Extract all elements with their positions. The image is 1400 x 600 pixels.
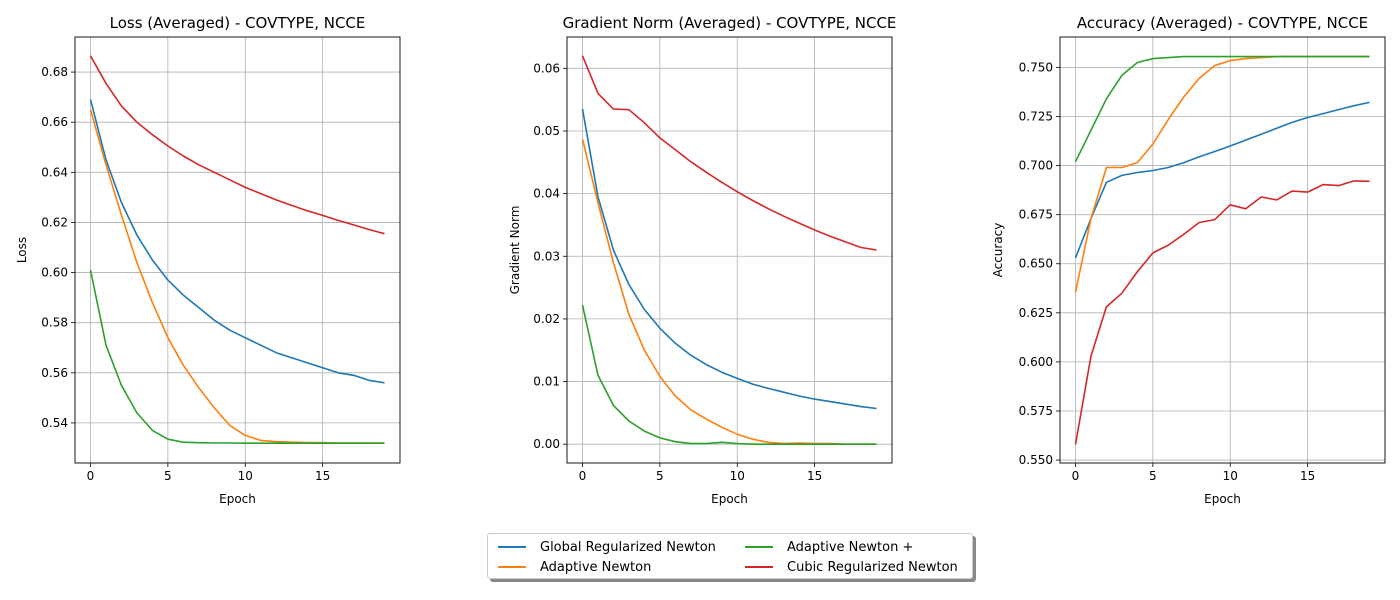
- y-tick-label: 0.64: [41, 165, 68, 179]
- y-axis-label: Gradient Norm: [508, 206, 522, 295]
- y-tick-label: 0.54: [41, 416, 68, 430]
- series-line-cubic-regularized-newton: [1074, 180, 1370, 445]
- x-tick-label: 5: [1149, 469, 1157, 483]
- y-tick-label: 0.600: [1019, 355, 1053, 369]
- legend-label: Adaptive Newton: [540, 559, 652, 575]
- x-tick-label: 15: [807, 469, 822, 483]
- x-tick-label: 5: [656, 469, 664, 483]
- y-tick-label: 0.05: [533, 124, 560, 138]
- x-tick-label: 15: [1300, 469, 1315, 483]
- series-line-cubic-regularized-newton: [89, 55, 385, 235]
- y-tick-label: 0.56: [41, 366, 68, 380]
- y-tick-label: 0.58: [41, 316, 68, 330]
- legend-entry-adaptive-newton: Adaptive Newton: [498, 557, 651, 577]
- y-tick-label: 0.60: [41, 266, 68, 280]
- x-tick-label: 0: [579, 469, 587, 483]
- legend-swatch-global-regularized-newton: [498, 546, 526, 548]
- legend-entry-global-regularized-newton: Global Regularized Newton: [498, 537, 716, 557]
- chart-title: Loss (Averaged) - COVTYPE, NCCE: [110, 14, 366, 32]
- legend: Global Regularized Newton Adaptive Newto…: [487, 533, 973, 579]
- x-axis-label: Epoch: [219, 492, 256, 506]
- x-tick-label: 15: [315, 469, 330, 483]
- series-line-global-regularized-newton: [1074, 101, 1370, 259]
- y-tick-label: 0.675: [1019, 208, 1053, 222]
- series-line-adaptive-newton: [89, 109, 385, 444]
- x-tick-label: 0: [87, 469, 95, 483]
- series-line-adaptive-newton-plus: [89, 269, 385, 445]
- y-axis-label: Accuracy: [991, 223, 1005, 278]
- series-line-global-regularized-newton: [581, 108, 877, 410]
- x-axis-label: Epoch: [711, 492, 748, 506]
- y-tick-label: 0.01: [533, 375, 560, 389]
- x-tick-label: 10: [238, 469, 253, 483]
- x-tick-label: 0: [1072, 469, 1080, 483]
- legend-label: Cubic Regularized Newton: [787, 559, 958, 575]
- series-line-adaptive-newton-plus: [1074, 55, 1370, 163]
- series-line-global-regularized-newton: [89, 99, 385, 384]
- x-tick-label: 10: [1223, 469, 1238, 483]
- legend-swatch-adaptive-newton: [498, 566, 526, 568]
- plot-frame: [74, 36, 401, 464]
- series-line-adaptive-newton-plus: [581, 304, 877, 446]
- legend-label: Adaptive Newton +: [787, 539, 914, 555]
- legend-label: Global Regularized Newton: [540, 539, 716, 555]
- y-tick-label: 0.68: [41, 65, 68, 79]
- y-tick-label: 0.06: [533, 61, 560, 75]
- y-tick-label: 0.650: [1019, 257, 1053, 271]
- y-tick-label: 0.700: [1019, 159, 1053, 173]
- legend-entry-adaptive-newton-plus: Adaptive Newton +: [745, 537, 913, 557]
- x-tick-label: 10: [730, 469, 745, 483]
- y-tick-label: 0.00: [533, 437, 560, 451]
- x-tick-label: 5: [164, 469, 172, 483]
- y-tick-label: 0.04: [533, 187, 560, 201]
- y-tick-label: 0.550: [1019, 453, 1053, 467]
- y-tick-label: 0.575: [1019, 404, 1053, 418]
- series-line-adaptive-newton: [581, 138, 877, 446]
- y-tick-label: 0.66: [41, 115, 68, 129]
- y-tick-label: 0.750: [1019, 60, 1053, 74]
- y-axis-label: Loss: [15, 237, 29, 263]
- y-tick-label: 0.725: [1019, 110, 1053, 124]
- legend-swatch-adaptive-newton-plus: [745, 546, 773, 548]
- series-line-cubic-regularized-newton: [581, 55, 877, 251]
- legend-entry-cubic-regularized-newton: Cubic Regularized Newton: [745, 557, 958, 577]
- y-tick-label: 0.03: [533, 249, 560, 263]
- y-tick-label: 0.02: [533, 312, 560, 326]
- y-tick-label: 0.62: [41, 215, 68, 229]
- series-line-adaptive-newton: [1074, 55, 1370, 293]
- legend-swatch-cubic-regularized-newton: [745, 566, 773, 568]
- plot-frame: [566, 36, 893, 464]
- chart-title: Gradient Norm (Averaged) - COVTYPE, NCCE: [563, 14, 897, 32]
- chart-title: Accuracy (Averaged) - COVTYPE, NCCE: [1077, 14, 1368, 32]
- y-tick-label: 0.625: [1019, 306, 1053, 320]
- x-axis-label: Epoch: [1204, 492, 1241, 506]
- plot-frame: [1059, 36, 1386, 464]
